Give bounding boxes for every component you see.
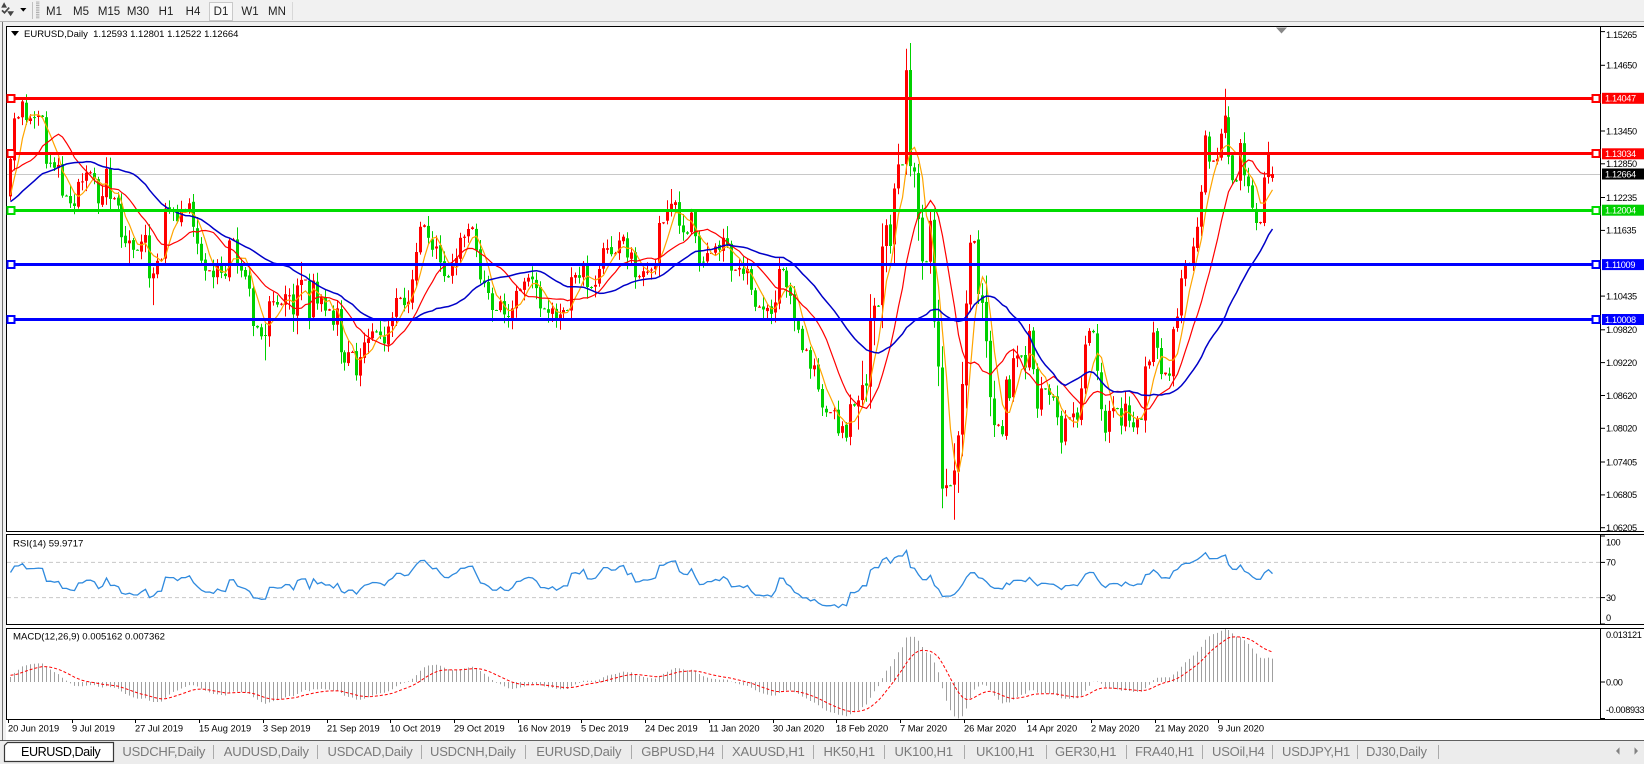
svg-text:1.07405: 1.07405	[1606, 457, 1637, 467]
svg-text:14 Apr 2020: 14 Apr 2020	[1027, 724, 1077, 734]
svg-text:-0.008933: -0.008933	[1606, 705, 1644, 715]
svg-text:1.06205: 1.06205	[1606, 523, 1637, 533]
svg-text:H1: H1	[159, 6, 174, 18]
svg-text:0.013121: 0.013121	[1606, 630, 1642, 640]
svg-text:HK50,H1: HK50,H1	[824, 744, 875, 759]
svg-text:9 Jul 2019: 9 Jul 2019	[72, 724, 115, 734]
svg-text:1.10435: 1.10435	[1606, 291, 1637, 301]
svg-text:AUDUSD,Daily: AUDUSD,Daily	[224, 744, 310, 759]
svg-text:M5: M5	[73, 6, 89, 18]
svg-text:1.10008: 1.10008	[1605, 315, 1636, 325]
svg-text:18 Feb 2020: 18 Feb 2020	[836, 724, 888, 734]
svg-text:1.14650: 1.14650	[1606, 61, 1637, 71]
svg-text:USDCAD,Daily: USDCAD,Daily	[328, 744, 414, 759]
svg-text:USOil,H4: USOil,H4	[1212, 744, 1265, 759]
svg-text:11 Jan 2020: 11 Jan 2020	[709, 724, 760, 734]
svg-text:1.08020: 1.08020	[1606, 424, 1637, 434]
svg-text:FRA40,H1: FRA40,H1	[1135, 744, 1194, 759]
svg-text:0.00: 0.00	[1606, 677, 1623, 687]
svg-text:3 Sep 2019: 3 Sep 2019	[263, 724, 311, 734]
svg-text:29 Oct 2019: 29 Oct 2019	[454, 724, 505, 734]
svg-text:M30: M30	[127, 6, 149, 18]
svg-text:30: 30	[1606, 593, 1616, 603]
svg-text:1.15265: 1.15265	[1606, 30, 1637, 40]
svg-text:1.08620: 1.08620	[1606, 391, 1637, 401]
svg-text:2 May 2020: 2 May 2020	[1091, 724, 1140, 734]
svg-text:MN: MN	[268, 6, 286, 18]
svg-text:21 May 2020: 21 May 2020	[1155, 724, 1209, 734]
svg-text:H4: H4	[186, 6, 201, 18]
svg-text:1.13450: 1.13450	[1606, 126, 1637, 136]
svg-text:UK100,H1: UK100,H1	[895, 744, 953, 759]
svg-text:GER30,H1: GER30,H1	[1055, 744, 1116, 759]
svg-text:0: 0	[1606, 613, 1611, 623]
svg-text:1.09820: 1.09820	[1606, 325, 1637, 335]
svg-text:USDJPY,H1: USDJPY,H1	[1282, 744, 1350, 759]
svg-text:7 Mar 2020: 7 Mar 2020	[900, 724, 947, 734]
svg-text:M1: M1	[46, 6, 62, 18]
svg-text:16 Nov 2019: 16 Nov 2019	[518, 724, 571, 734]
svg-text:1.11009: 1.11009	[1605, 260, 1635, 270]
svg-text:W1: W1	[241, 6, 258, 18]
svg-text:M15: M15	[98, 6, 120, 18]
svg-text:1.12850: 1.12850	[1606, 159, 1637, 169]
svg-text:XAUUSD,H1: XAUUSD,H1	[732, 744, 805, 759]
svg-text:26 Mar 2020: 26 Mar 2020	[964, 724, 1016, 734]
svg-text:24 Dec 2019: 24 Dec 2019	[645, 724, 698, 734]
svg-text:100: 100	[1606, 537, 1621, 547]
svg-text:1.12004: 1.12004	[1605, 206, 1636, 216]
svg-text:RSI(14) 59.9717: RSI(14) 59.9717	[13, 539, 83, 550]
svg-text:USDCNH,Daily: USDCNH,Daily	[430, 744, 516, 759]
svg-text:1.12664: 1.12664	[1605, 169, 1636, 179]
svg-text:27 Jul 2019: 27 Jul 2019	[135, 724, 183, 734]
svg-text:5 Dec 2019: 5 Dec 2019	[581, 724, 629, 734]
svg-text:1.13034: 1.13034	[1605, 149, 1636, 159]
svg-text:1.12235: 1.12235	[1606, 193, 1637, 203]
svg-text:EURUSD,Daily: EURUSD,Daily	[21, 745, 101, 759]
svg-text:30 Jan 2020: 30 Jan 2020	[773, 724, 824, 734]
svg-text:21 Sep 2019: 21 Sep 2019	[327, 724, 380, 734]
svg-text:USDCHF,Daily: USDCHF,Daily	[122, 744, 206, 759]
svg-text:9 Jun 2020: 9 Jun 2020	[1218, 724, 1264, 734]
svg-text:70: 70	[1606, 558, 1616, 568]
svg-text:10 Oct 2019: 10 Oct 2019	[390, 724, 441, 734]
svg-text:1.06805: 1.06805	[1606, 490, 1637, 500]
svg-text:DJ30,Daily: DJ30,Daily	[1366, 744, 1428, 759]
svg-text:GBPUSD,H4: GBPUSD,H4	[641, 744, 714, 759]
svg-text:MACD(12,26,9) 0.005162 0.00736: MACD(12,26,9) 0.005162 0.007362	[13, 632, 165, 643]
svg-text:1.14047: 1.14047	[1605, 94, 1636, 104]
svg-text:D1: D1	[214, 6, 229, 18]
svg-text:1.11635: 1.11635	[1606, 226, 1636, 236]
svg-text:1.09220: 1.09220	[1606, 358, 1637, 368]
svg-text:EURUSD,Daily: EURUSD,Daily	[536, 744, 622, 759]
svg-text:UK100,H1: UK100,H1	[976, 744, 1034, 759]
svg-text:EURUSD,Daily 1.12593 1.12801: EURUSD,Daily 1.12593 1.12801 1.12522 1.1…	[24, 29, 238, 40]
svg-text:15 Aug 2019: 15 Aug 2019	[199, 724, 251, 734]
svg-text:20 Jun 2019: 20 Jun 2019	[8, 724, 59, 734]
